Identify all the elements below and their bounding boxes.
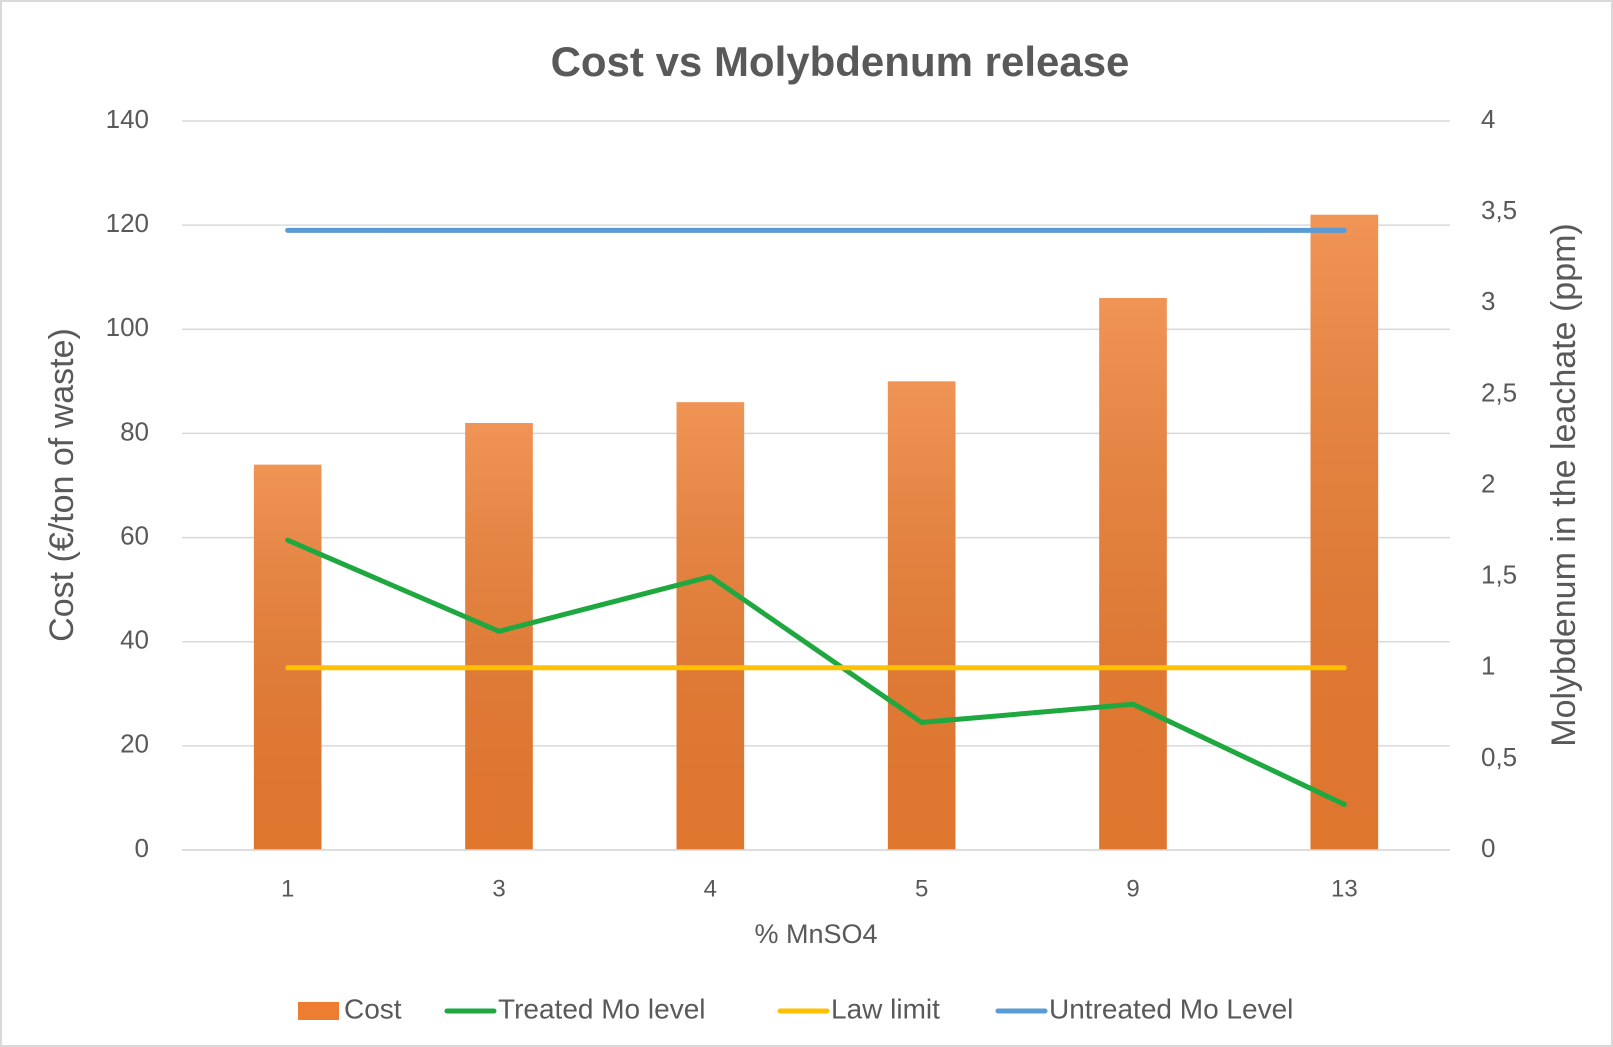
bar-shade xyxy=(676,402,745,850)
x-tick-label: 3 xyxy=(492,875,505,902)
y-tick-label: 20 xyxy=(120,729,149,759)
y-tick-label: 40 xyxy=(120,625,149,655)
legend-swatch xyxy=(298,1002,339,1020)
y-tick-label: 80 xyxy=(120,416,149,446)
y-tick-label: 100 xyxy=(106,312,149,342)
x-tick-label: 9 xyxy=(1126,875,1139,902)
legend-label: Treated Mo level xyxy=(498,993,706,1024)
bar-shade xyxy=(253,464,322,850)
y2-tick-label: 2 xyxy=(1481,468,1495,498)
y-tick-label: 0 xyxy=(135,833,149,863)
legend-label: Law limit xyxy=(831,993,940,1024)
y2-tick-label: 0,5 xyxy=(1481,742,1517,772)
bar-shade xyxy=(1099,298,1167,850)
x-axis-title: % MnSO4 xyxy=(754,919,877,949)
y2-tick-label: 1 xyxy=(1481,651,1495,681)
bar-shade xyxy=(465,423,533,850)
line xyxy=(285,537,1347,807)
y2-tick-label: 0 xyxy=(1481,833,1495,863)
y2-tick-label: 3 xyxy=(1481,286,1495,316)
y2-tick-label: 2,5 xyxy=(1481,377,1517,407)
legend-label: Untreated Mo Level xyxy=(1049,993,1293,1024)
y-tick-label: 140 xyxy=(106,104,149,134)
x-tick-label: 4 xyxy=(704,875,717,902)
bar-shade xyxy=(1310,214,1379,850)
y2-tick-label: 3,5 xyxy=(1481,195,1517,225)
bar-shade xyxy=(887,381,956,850)
y-axis-title: Cost (€/ton of waste) xyxy=(43,328,81,642)
y-tick-label: 60 xyxy=(120,520,149,550)
y2-axis-title: Molybdenum in the leachate (ppm) xyxy=(1545,223,1583,747)
y-tick-label: 120 xyxy=(106,208,149,238)
y2-tick-label: 1,5 xyxy=(1481,560,1517,590)
y2-tick-label: 4 xyxy=(1481,104,1495,134)
legend-label: Cost xyxy=(344,993,402,1024)
chart-title: Cost vs Molybdenum release xyxy=(551,38,1130,85)
x-tick-label: 5 xyxy=(915,875,928,902)
x-tick-label: 13 xyxy=(1331,875,1358,902)
x-tick-label: 1 xyxy=(281,875,294,902)
